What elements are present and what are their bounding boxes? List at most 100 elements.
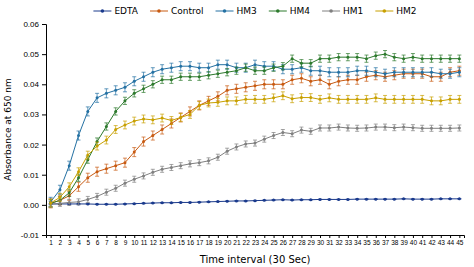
x-tick-mark xyxy=(274,235,275,238)
point xyxy=(374,54,377,57)
point xyxy=(272,134,275,137)
error-bar xyxy=(114,185,118,191)
point xyxy=(449,57,452,60)
error-bar xyxy=(402,68,406,77)
y-tick-mark xyxy=(42,54,46,55)
y-tick-mark xyxy=(42,114,46,115)
point xyxy=(151,171,154,174)
x-tick: 3 xyxy=(68,235,72,246)
error-bar xyxy=(402,95,406,103)
point xyxy=(309,96,312,99)
point xyxy=(161,128,164,131)
point xyxy=(263,69,266,72)
point xyxy=(458,98,461,101)
error-bar xyxy=(448,55,452,62)
y-tick: 0.03 xyxy=(23,110,46,119)
point xyxy=(411,198,414,201)
error-bar xyxy=(160,65,164,74)
x-tick-mark xyxy=(190,235,191,238)
point xyxy=(356,198,359,201)
point xyxy=(356,98,359,101)
x-tick-label: 35 xyxy=(363,239,371,246)
error-bar xyxy=(439,198,443,200)
point xyxy=(142,87,145,90)
error-bar xyxy=(392,125,396,131)
point xyxy=(123,99,126,102)
error-bar xyxy=(207,158,211,164)
error-bar xyxy=(346,54,350,61)
x-tick-mark xyxy=(385,235,386,238)
error-bar xyxy=(337,54,341,61)
x-tick-mark xyxy=(366,235,367,238)
error-bar xyxy=(420,55,424,62)
error-bar xyxy=(448,95,452,103)
point xyxy=(77,134,80,137)
y-axis-line xyxy=(42,25,47,236)
x-tick: 11 xyxy=(141,235,148,246)
error-bar xyxy=(104,203,108,205)
point xyxy=(328,83,331,86)
point xyxy=(254,142,257,145)
error-bar xyxy=(95,167,99,176)
error-bar xyxy=(253,200,257,202)
y-tick-label: 0.00 xyxy=(23,201,39,210)
point xyxy=(439,72,442,75)
y-tick-mark xyxy=(42,175,46,176)
error-bar xyxy=(216,98,220,106)
x-tick: 15 xyxy=(178,235,186,246)
error-bar xyxy=(337,68,341,77)
error-bar xyxy=(299,94,303,102)
x-tick-label: 8 xyxy=(114,239,118,246)
error-bar xyxy=(392,95,396,103)
point xyxy=(161,78,164,81)
error-bar xyxy=(327,94,331,102)
point xyxy=(151,202,154,205)
error-bar xyxy=(225,60,229,69)
x-tick: 25 xyxy=(270,235,278,246)
x-tick-mark xyxy=(79,235,80,238)
point xyxy=(216,63,219,66)
x-tick-mark xyxy=(339,235,340,238)
error-bar xyxy=(123,83,127,92)
point xyxy=(151,134,154,137)
error-bar xyxy=(299,60,303,67)
point xyxy=(346,71,349,74)
point xyxy=(170,201,173,204)
error-bar xyxy=(318,66,322,75)
point xyxy=(198,201,201,204)
point xyxy=(123,202,126,205)
error-bar xyxy=(439,125,443,131)
x-tick-mark xyxy=(218,235,219,238)
error-bar xyxy=(429,125,433,131)
point xyxy=(77,185,80,188)
point xyxy=(226,89,229,92)
point xyxy=(291,199,294,202)
x-tick-label: 27 xyxy=(289,239,297,246)
y-tick: 0.02 xyxy=(23,141,46,150)
error-bar xyxy=(160,166,164,172)
error-bar xyxy=(151,116,155,124)
error-bar xyxy=(142,85,146,92)
point xyxy=(133,178,136,181)
error-bar xyxy=(123,180,127,186)
x-tick: 26 xyxy=(280,235,288,246)
error-bar xyxy=(383,95,387,103)
x-tick-label: 31 xyxy=(326,239,334,246)
x-tick-mark xyxy=(153,235,154,238)
point xyxy=(328,198,331,201)
x-tick-mark xyxy=(88,235,89,238)
x-tick-label: 2 xyxy=(59,239,63,246)
point xyxy=(402,71,405,74)
x-tick: 2 xyxy=(59,235,63,246)
error-bar xyxy=(355,75,359,84)
error-bar xyxy=(318,125,322,131)
series xyxy=(49,197,462,205)
x-tick: 42 xyxy=(428,235,436,246)
x-tick-mark xyxy=(422,235,423,238)
error-bar xyxy=(411,54,415,61)
point xyxy=(291,132,294,135)
point xyxy=(411,56,414,59)
x-tick-mark xyxy=(69,235,70,238)
x-tick-label: 20 xyxy=(224,239,232,246)
error-bar xyxy=(448,69,452,78)
